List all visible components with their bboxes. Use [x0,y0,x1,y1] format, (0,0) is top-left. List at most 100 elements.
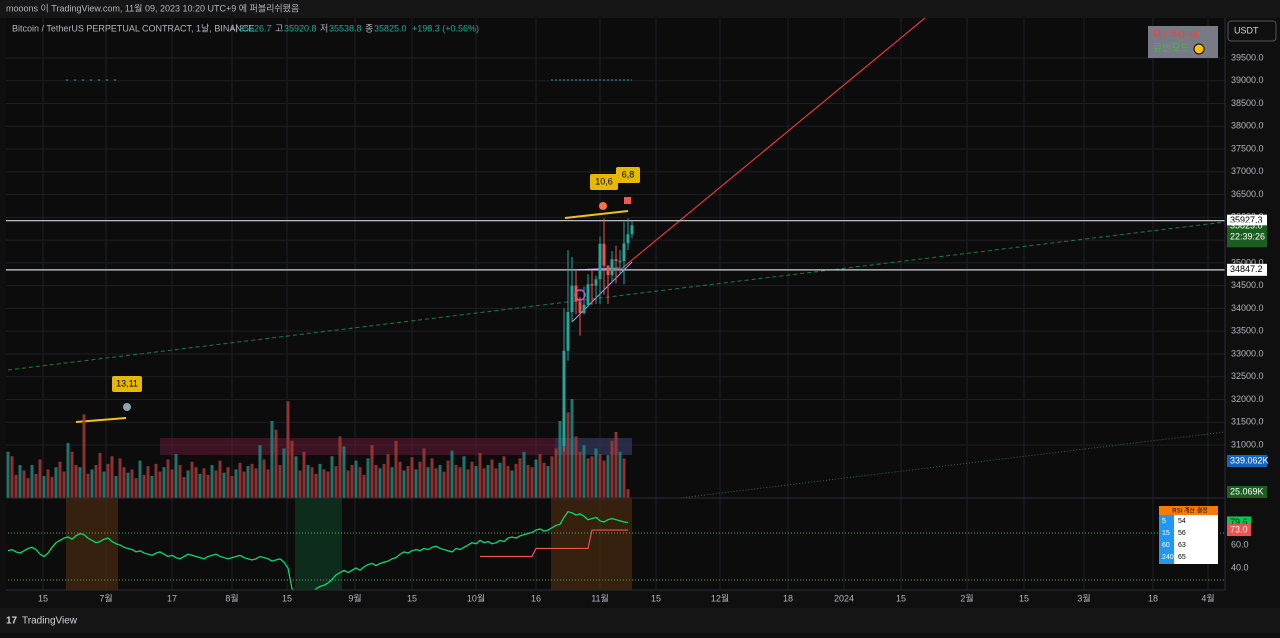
volume-bar [358,467,362,498]
table-cell: 15 [1162,530,1170,537]
volume-bar [150,476,154,498]
volume-bar [462,456,466,498]
volume-bar [274,429,278,498]
price-tick-label: 39000.0 [1231,75,1264,85]
time-label: 17 [167,593,177,603]
volume-bar [406,466,410,498]
volume-bar [426,467,430,498]
volume-bar [618,451,622,498]
price-marker: 35927.3 [1230,215,1263,225]
table-cell: 56 [1178,530,1186,537]
volume-bar [362,474,366,498]
volume-bar [54,467,58,498]
volume-bar [26,478,30,498]
volume-bar [382,463,386,498]
table-cell: 240 [1162,554,1174,561]
volume-bar [286,401,290,498]
volume-bar [190,461,194,498]
top-bar [0,0,1280,18]
volume-bar [310,467,314,498]
volume-bar [390,467,394,498]
candle-body [586,284,590,305]
volume-bar [518,458,522,498]
volume-bar [6,451,10,498]
volume-bar [146,466,150,498]
time-label: 15 [896,593,906,603]
volume-bar [58,461,62,498]
volume-bar [506,466,510,498]
candle-body [602,243,606,266]
main-plot [6,218,1225,498]
volume-bar [246,466,250,498]
trend-line [7,221,1226,371]
volume-bar [102,471,106,498]
volume-bar [126,472,130,498]
volume-bar [346,470,350,498]
volume-bar [430,458,434,498]
candle-body [590,284,594,286]
price-tick-label: 31500.0 [1231,417,1264,427]
annotation: 10,6 [590,174,618,190]
volume-bar [326,471,330,498]
time-label: 16 [531,593,541,603]
price-tick-label: 34000.0 [1231,303,1264,313]
volume-bar [302,451,306,498]
brand-logo: 17 [6,616,18,627]
volume-marker: 25.069K [1230,486,1264,496]
volume-bar [498,462,502,498]
currency-button[interactable]: USDT [1227,20,1277,42]
volume-bar [446,460,450,498]
volume-bar [626,489,630,498]
price-tick-label: 36500.0 [1231,189,1264,199]
volume-bar [482,468,486,498]
time-label: 15 [38,593,48,603]
volume-bar [298,470,302,498]
price-tick-label: 33000.0 [1231,348,1264,358]
volume-bar [598,454,602,498]
candle-body [594,279,598,286]
volume-bar [414,469,418,498]
table-title: RSI 계산 결정 [1172,507,1207,515]
volume-bar [450,450,454,498]
wedge-line [571,261,633,323]
price-marker-bg [1227,225,1267,248]
volume-bar [170,469,174,498]
volume-bar [294,456,298,498]
volume-bar [566,412,570,498]
volume-bar [586,458,590,498]
volume-bar [530,467,534,498]
volume-bar [230,476,234,498]
volume-bar [486,465,490,498]
volume-bar [394,440,398,498]
candle-body [582,304,586,313]
indicator-marker: 79.6 [1230,517,1248,527]
volume-bar [98,452,102,498]
volume-bar [370,445,374,498]
volume-bar [422,448,426,498]
volume-bar [542,462,546,498]
volume-bar [502,456,506,498]
volume-bar [434,468,438,498]
annotation-text: 13,11 [116,378,138,388]
volume-bar [602,460,606,498]
price-tick-label: 34500.0 [1231,280,1264,290]
time-label: 12월 [711,592,729,603]
volume-bar [42,476,46,498]
volume-bar [546,466,550,498]
volume-bar [558,421,562,498]
price-tick-label: 38500.0 [1231,98,1264,108]
candle-body [614,259,618,262]
price-tick-label: 31000.0 [1231,439,1264,449]
candle-body [562,350,566,446]
volume-bar [318,463,322,498]
volume-bar [282,448,286,498]
volume-bar [186,470,190,498]
volume-bar [154,463,158,498]
zone-shade [551,498,632,590]
volume-bar [526,465,530,498]
trend-line [619,17,926,271]
volume-bar [342,446,346,498]
legend[interactable]: Div Signal 큐빈모드 [1148,26,1218,58]
brand: TradingView [22,616,78,627]
